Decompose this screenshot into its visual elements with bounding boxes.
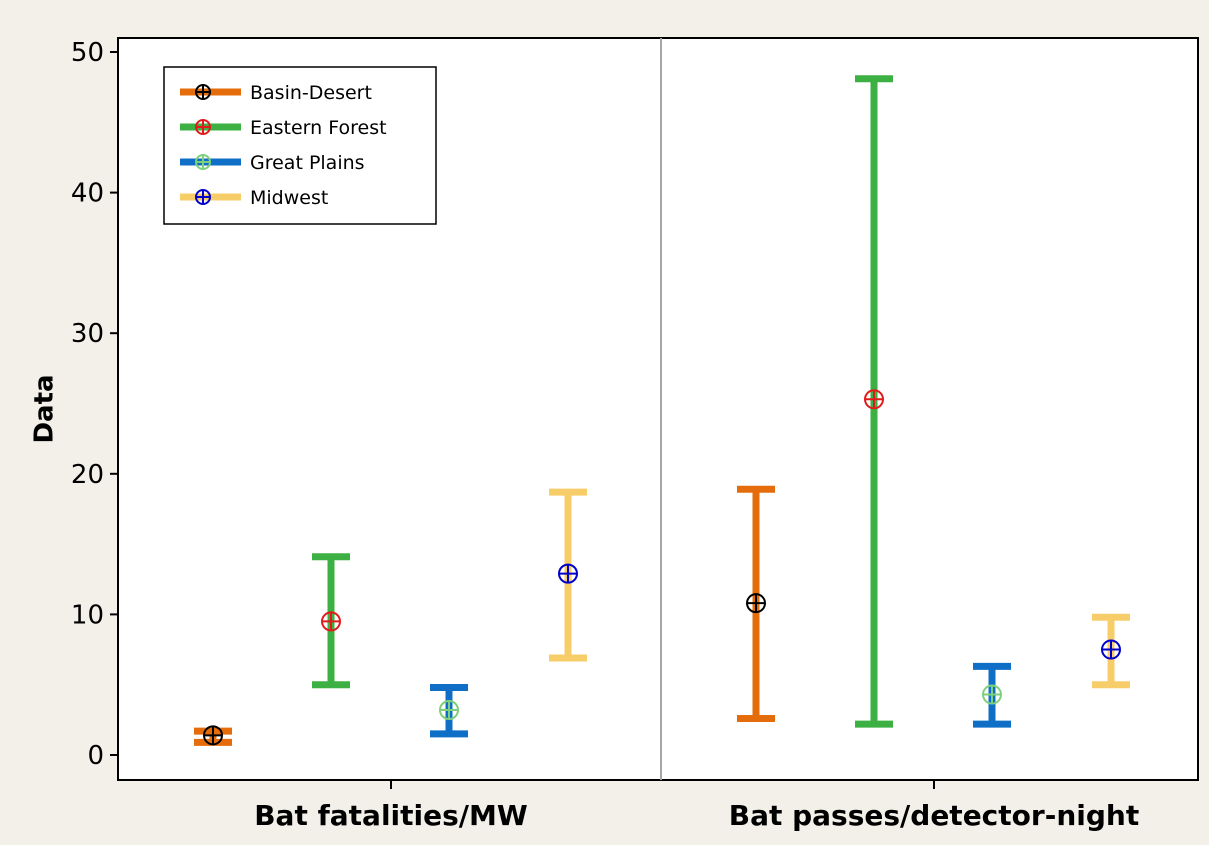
x-category-label: Bat passes/detector-night bbox=[729, 799, 1139, 832]
legend-label: Midwest bbox=[250, 187, 328, 209]
mean-marker bbox=[439, 700, 459, 721]
y-tick-label: 40 bbox=[71, 179, 104, 209]
y-tick-label: 50 bbox=[71, 38, 104, 68]
legend-item: Midwest bbox=[180, 187, 328, 209]
mean-marker bbox=[864, 389, 884, 410]
y-tick-label: 10 bbox=[71, 600, 104, 630]
axis-ticks: 0 10 20 30 40 50 Bat fatalities/MW Bat passes/d… bbox=[71, 38, 1139, 832]
x-category-label: Bat fatalities/MW bbox=[254, 799, 528, 832]
y-tick-label: 20 bbox=[71, 460, 104, 490]
mean-marker bbox=[746, 593, 766, 614]
legend-item: Great Plains bbox=[180, 152, 365, 174]
legend-label: Great Plains bbox=[250, 152, 365, 174]
mean-marker bbox=[982, 684, 1002, 705]
mean-marker bbox=[1101, 639, 1121, 660]
legend: Basin-Desert Eastern Forest Great Plains Mi… bbox=[163, 66, 437, 225]
legend-label: Eastern Forest bbox=[250, 117, 387, 139]
y-tick-label: 30 bbox=[71, 319, 104, 349]
y-axis-title: Data bbox=[30, 374, 60, 443]
legend-item: Eastern Forest bbox=[180, 117, 387, 139]
y-tick-label: 0 bbox=[87, 741, 104, 771]
legend-label: Basin-Desert bbox=[250, 82, 372, 104]
mean-marker bbox=[558, 563, 578, 584]
mean-marker bbox=[321, 611, 341, 632]
mean-markers bbox=[203, 389, 1121, 746]
mean-marker bbox=[203, 725, 223, 746]
legend-item: Basin-Desert bbox=[180, 82, 372, 104]
